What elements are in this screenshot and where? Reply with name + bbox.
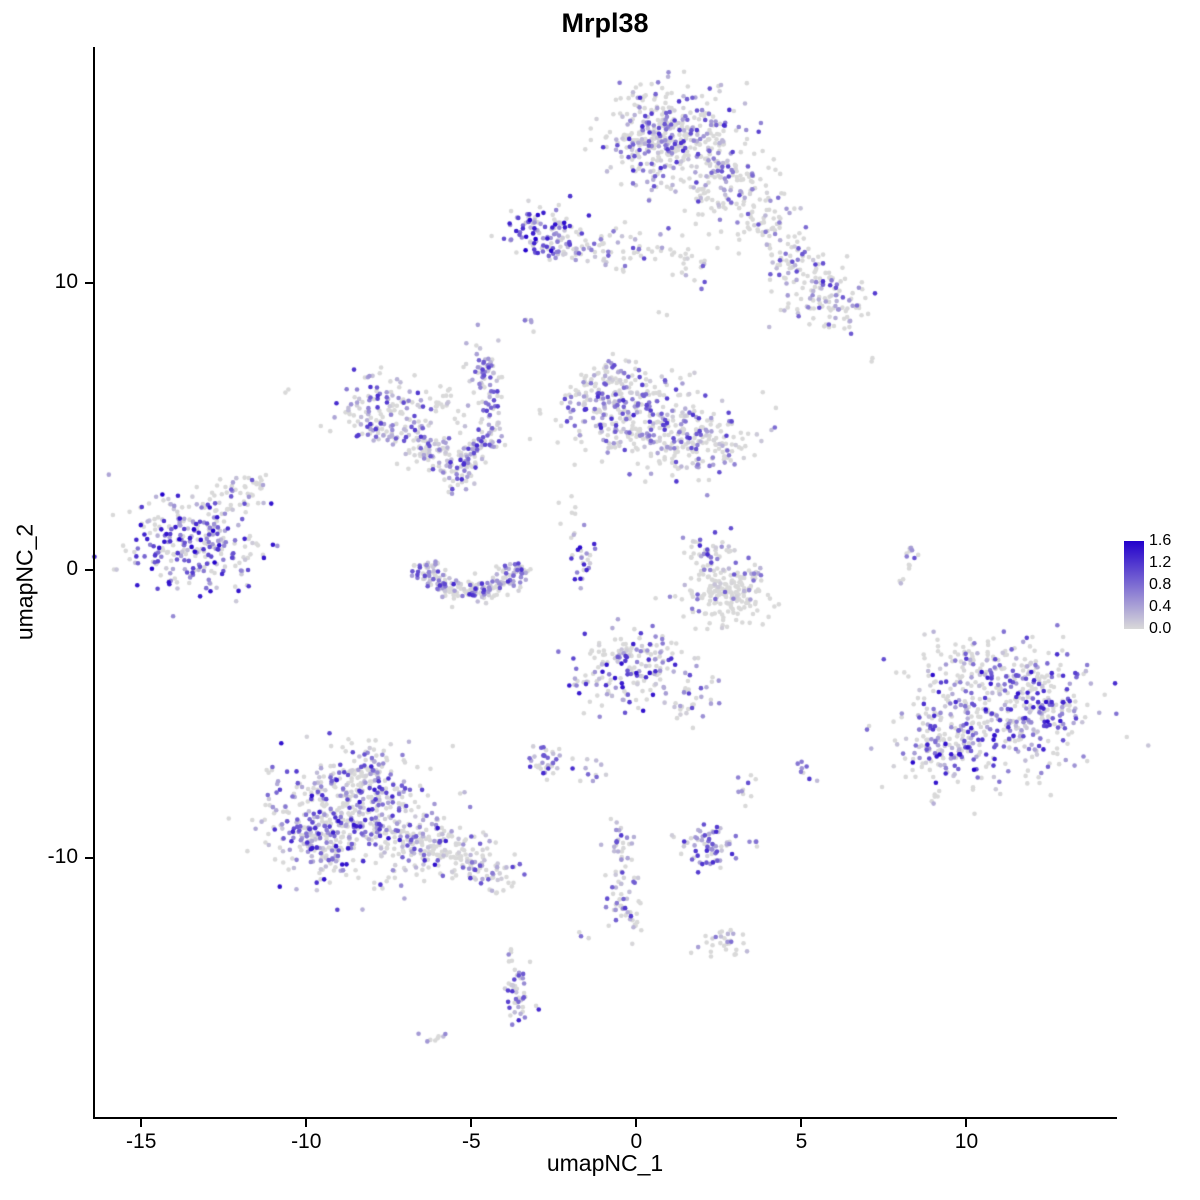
y-axis-tick-label: 0 [66,557,78,581]
x-axis-tick-label: -15 [126,1130,157,1153]
x-axis-tick-label: 5 [795,1130,808,1153]
x-axis-tick-label: -5 [461,1130,481,1153]
x-axis-tick-mark [635,1119,638,1127]
y-axis-title: umapNC_2 [11,523,38,641]
y-axis-line [93,47,95,1119]
y-axis-tick-mark [85,857,93,860]
x-axis-line [93,1117,1117,1119]
x-axis-tick-label: 0 [630,1130,643,1153]
x-axis-tick-label: 10 [954,1130,979,1153]
x-axis-tick-mark [965,1119,968,1127]
x-axis-tick-label: -10 [291,1130,322,1153]
x-axis-tick-mark [800,1119,803,1127]
legend-tick-label: 1.6 [1149,532,1172,549]
x-axis-tick-mark [305,1119,308,1127]
legend-tick-label: 1.2 [1149,554,1172,571]
x-axis-tick-mark [140,1119,143,1127]
y-axis-tick-mark [85,569,93,572]
legend-tick-label: 0.4 [1149,598,1172,615]
x-axis-title: umapNC_1 [546,1150,664,1176]
expression-colorbar [1124,541,1144,629]
legend-tick-label: 0.0 [1149,620,1172,637]
legend-tick-label: 0.8 [1149,576,1172,593]
x-axis-tick-mark [470,1119,473,1127]
chart-title: Mrpl38 [561,8,649,38]
y-axis-tick-mark [85,281,93,284]
y-axis-tick-label: -10 [47,845,78,869]
y-axis-tick-label: 10 [54,269,78,293]
